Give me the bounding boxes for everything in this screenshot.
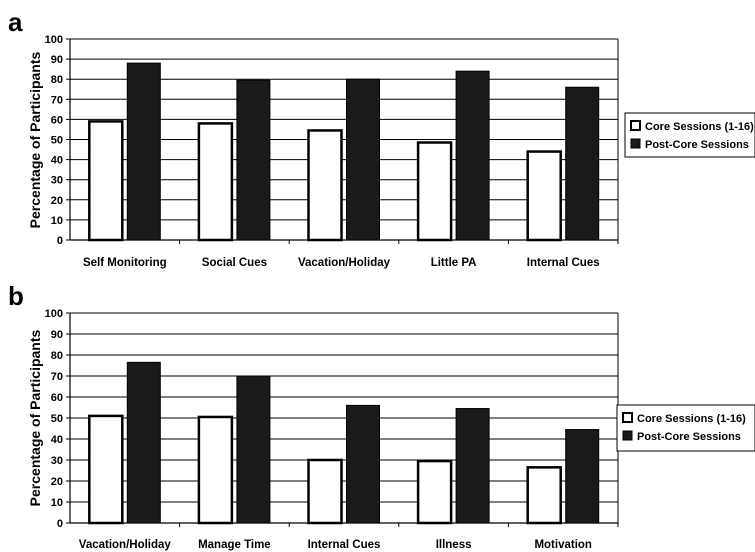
legend-label: Core Sessions (1-16) [637,413,746,425]
x-category-label: Social Cues [202,257,267,269]
x-category-label: Self Monitoring [83,257,167,269]
y-tick-label: 80 [51,74,63,86]
bar-post-core [346,404,380,524]
y-axis-label: Percentage of Participants [27,51,43,228]
bar-core [197,122,234,242]
panel-letter: a [8,7,23,37]
legend-swatch [630,120,641,131]
legend-label: Post-Core Sessions [645,139,749,151]
legend: Core Sessions (1-16) Post-Core Sessions [624,112,755,158]
y-tick-label: 100 [45,34,63,46]
bar-post-core [346,78,380,241]
y-tick-label: 100 [45,308,63,320]
legend-swatch [622,430,633,441]
bar-core [416,459,453,525]
y-tick-label: 20 [51,476,63,488]
x-category-label: Manage Time [198,539,271,551]
x-category-label: Motivation [534,539,592,551]
legend-swatch [622,412,633,423]
bar-post-core [126,62,161,241]
y-tick-label: 90 [51,329,63,341]
bar-core [307,129,343,242]
legend-label: Post-Core Sessions [637,431,741,443]
bar-core [88,120,124,242]
x-category-label: Internal Cues [308,539,381,551]
y-tick-label: 30 [51,175,63,187]
legend: Core Sessions (1-16) Post-Core Sessions [616,404,755,452]
y-tick-label: 50 [51,135,63,147]
panel-letter: b [8,281,24,311]
bar-core [526,150,562,242]
legend-swatch [630,138,641,149]
bar-post-core [565,429,600,524]
y-tick-label: 50 [51,413,63,425]
y-tick-label: 60 [51,392,63,404]
bar-core [416,141,453,242]
bar-post-core [455,408,490,524]
y-tick-label: 80 [51,350,63,362]
bar-core [526,466,562,525]
y-tick-label: 0 [57,518,63,530]
y-tick-label: 70 [51,94,63,106]
y-tick-label: 60 [51,114,63,126]
x-category-label: Vacation/Holiday [298,257,391,269]
legend-box [624,112,755,158]
bar-post-core [236,79,271,241]
y-tick-label: 20 [51,195,63,207]
y-tick-label: 10 [51,215,63,227]
bar-post-core [565,86,600,241]
y-tick-label: 0 [57,235,63,247]
y-tick-label: 30 [51,455,63,467]
bar-core [88,414,124,525]
bar-post-core [236,375,271,524]
bar-post-core [455,70,490,241]
x-category-label: Internal Cues [527,257,600,269]
y-tick-label: 70 [51,371,63,383]
bar-core [197,415,234,525]
bar-post-core [126,361,161,524]
bar-core [307,458,343,525]
legend-label: Core Sessions (1-16) [645,121,754,133]
y-axis-label: Percentage of Participants [27,329,43,506]
x-category-label: Vacation/Holiday [79,539,172,551]
y-tick-label: 40 [51,155,63,167]
legend-box [616,404,755,452]
y-tick-label: 10 [51,497,63,509]
x-category-label: Illness [436,539,472,551]
y-tick-label: 90 [51,54,63,66]
x-category-label: Little PA [431,257,477,269]
y-tick-label: 40 [51,434,63,446]
